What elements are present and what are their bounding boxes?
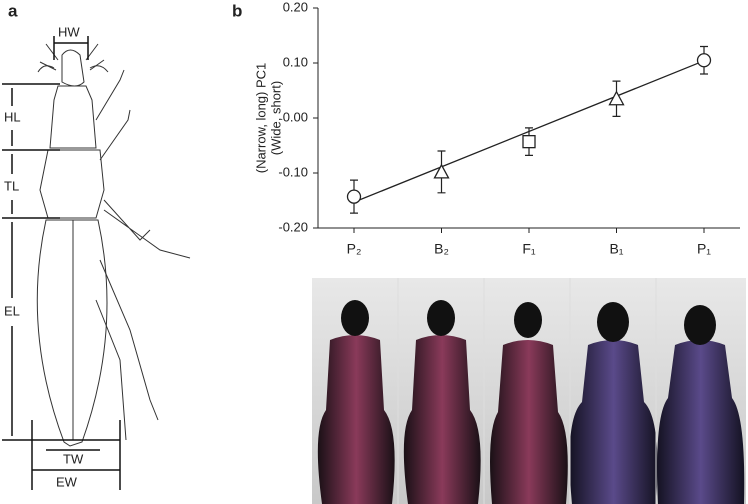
y-axis-label: (Narrow, long) PC1 — [253, 63, 268, 174]
point — [522, 134, 536, 149]
diagram-label: TW — [63, 451, 84, 466]
point — [696, 53, 712, 68]
x-tick-label: B₂ — [434, 241, 449, 257]
point — [433, 163, 450, 179]
panel-label: b — [232, 1, 242, 20]
diagram-label: EL — [4, 303, 20, 318]
diagram-label: HL — [4, 109, 21, 124]
y-tick-label: 0.00 — [283, 109, 308, 124]
diagram-label: TL — [4, 178, 19, 193]
diagram-label: EW — [56, 474, 78, 489]
x-tick-label: B₁ — [609, 241, 623, 257]
y-tick-label: 0.10 — [283, 54, 308, 69]
y-axis-label: (Wide, short) — [268, 81, 283, 155]
y-tick-label: -0.10 — [278, 164, 308, 179]
x-tick-label: P₁ — [697, 241, 711, 257]
y-tick-label: -0.20 — [278, 219, 308, 234]
plot — [317, 8, 740, 229]
diagram-label: HW — [58, 24, 80, 39]
specimen-photos — [312, 278, 746, 504]
x-tick-label: P₂ — [347, 241, 362, 257]
x-tick-label: F₁ — [522, 241, 536, 257]
panel-label: a — [8, 1, 18, 20]
beetle-diagram — [2, 36, 191, 490]
point — [608, 90, 625, 106]
y-tick-label: 0.20 — [283, 0, 308, 14]
point — [346, 189, 362, 204]
